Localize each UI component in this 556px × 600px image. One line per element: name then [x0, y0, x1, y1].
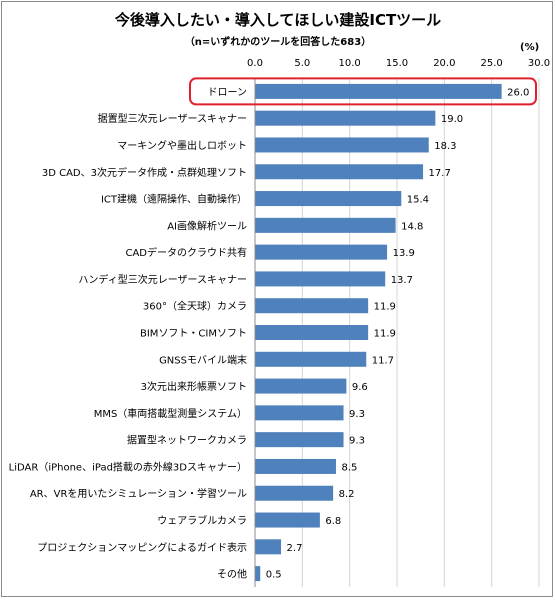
chart-subtitle: （n=いずれかのツールを回答した683）: [184, 37, 372, 48]
category-label: AI画像解析ツール: [167, 219, 247, 232]
category-label: AR、VRを用いたシミュレーション・学習ツール: [30, 487, 247, 500]
category-label: その他: [217, 568, 247, 581]
category-label: BIMソフト・CIMソフト: [140, 329, 247, 340]
category-label: 据置型ネットワークカメラ: [127, 434, 247, 447]
category-label: ドローン: [208, 87, 248, 98]
bar: [255, 458, 336, 474]
grid-layer: [254, 78, 540, 587]
bar: [255, 432, 344, 448]
bar: [255, 271, 386, 287]
category-label: CADデータのクラウド共有: [125, 246, 247, 259]
data-label: 9.3: [349, 409, 365, 420]
bar: [255, 539, 282, 555]
data-label: 8.5: [341, 462, 357, 473]
category-label: LiDAR（iPhone、iPad搭載の赤外線3Dスキャナー）: [9, 460, 247, 473]
value-layer: 26.0 19.0 18.3 17.7 15.4 14.8 13.9 13.7 11.9 11.9…: [266, 87, 530, 580]
bar-layer: [255, 83, 502, 582]
data-label: 6.8: [325, 516, 341, 527]
bar: [255, 83, 502, 99]
unit-label: (%): [520, 42, 540, 53]
x-tick-label: 0.0: [247, 58, 263, 69]
category-label: ICT建機（遠隔操作、自動操作）: [101, 193, 247, 206]
highlight-box: [189, 77, 537, 106]
data-label: 9.3: [349, 436, 365, 447]
data-label: 0.5: [266, 570, 282, 581]
chart-title: 今後導入したい・導入してほしい建設ICTツール: [114, 11, 442, 29]
x-tick-label: 25.0: [481, 58, 503, 69]
data-label: 13.7: [391, 275, 413, 286]
category-label: 360°（全天球）カメラ: [143, 300, 247, 313]
bar: [255, 164, 424, 180]
category-label: ハンディ型三次元レーザースキャナー: [78, 273, 247, 286]
data-label: 11.9: [374, 329, 396, 340]
tick-layer: 0.0 5.0 10.0 15.0 20.0 25.0 30.0: [247, 58, 550, 69]
bar: [255, 137, 429, 153]
bar: [255, 405, 344, 421]
data-label: 2.7: [287, 543, 303, 554]
data-label: 8.2: [339, 489, 355, 500]
bar: [255, 110, 436, 126]
x-tick-label: 20.0: [433, 58, 455, 69]
category-label: ウェアラブルカメラ: [157, 514, 247, 527]
bar: [255, 244, 388, 260]
data-label: 15.4: [407, 195, 429, 206]
category-label: 3次元出来形帳票ソフト: [141, 380, 247, 393]
category-label: 据置型三次元レーザースキャナー: [98, 112, 247, 125]
data-label: 17.7: [429, 168, 451, 179]
category-label: GNSSモバイル端末: [159, 353, 247, 366]
x-tick-label: 10.0: [339, 58, 361, 69]
bar: [255, 298, 369, 314]
highlight-layer: [189, 77, 537, 106]
bar: [255, 217, 396, 233]
data-label: 14.8: [401, 221, 423, 232]
bar: [255, 378, 347, 394]
x-tick-label: 5.0: [294, 58, 310, 69]
data-label: 18.3: [434, 141, 456, 152]
x-tick-label: 30.0: [528, 58, 550, 69]
data-label: 13.9: [393, 248, 415, 259]
data-label: 9.6: [352, 382, 368, 393]
bar: [255, 512, 320, 528]
data-label: 19.0: [441, 114, 463, 125]
bar: [255, 351, 367, 367]
data-label: 11.9: [374, 302, 396, 313]
category-label: 3D CAD、3次元データ作成・点群処理ソフト: [42, 166, 247, 179]
category-label: MMS（車両搭載型測量システム）: [94, 407, 247, 420]
x-tick-label: 15.0: [386, 58, 408, 69]
bar: [255, 325, 369, 340]
category-label: マーキングや墨出しロボット: [117, 139, 247, 152]
bar: [255, 191, 402, 207]
bar: [255, 485, 334, 501]
bar: [255, 566, 261, 582]
data-label: 26.0: [507, 87, 529, 98]
category-label: プロジェクションマッピングによるガイド表示: [37, 541, 247, 554]
data-label: 11.7: [372, 355, 394, 366]
